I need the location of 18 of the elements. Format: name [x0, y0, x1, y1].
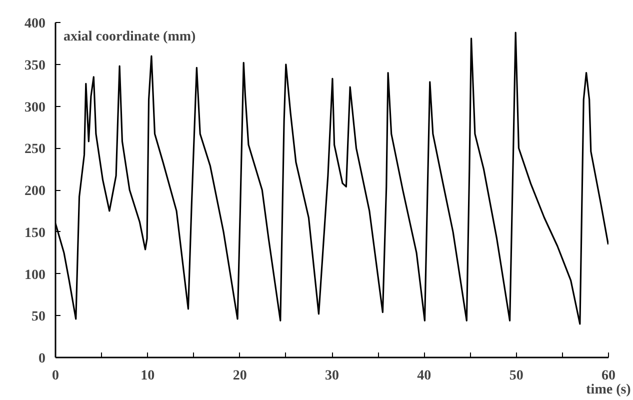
- y-tick-label: 300: [24, 100, 46, 116]
- x-tick-label: 10: [140, 368, 155, 384]
- y-tick-label: 0: [38, 352, 46, 366]
- x-tick-label: 60: [602, 368, 616, 384]
- x-axis-title: time (s): [586, 382, 632, 398]
- x-tick-label: 50: [509, 368, 524, 384]
- y-tick-label: 50: [32, 310, 46, 325]
- x-tick-label: 20: [232, 368, 247, 384]
- y-tick-label: 100: [24, 268, 46, 283]
- x-tick-label: 40: [417, 368, 432, 384]
- y-axis-title: axial coordinate (mm): [64, 30, 196, 44]
- y-tick-label: 150: [24, 226, 46, 241]
- y-tick-label: 200: [24, 184, 46, 199]
- y-tick-label: 400: [24, 16, 46, 32]
- x-tick-label: 0: [52, 368, 59, 384]
- x-tick-label: 30: [325, 368, 339, 384]
- y-tick-label: 350: [24, 58, 46, 74]
- y-tick-label: 250: [24, 142, 46, 158]
